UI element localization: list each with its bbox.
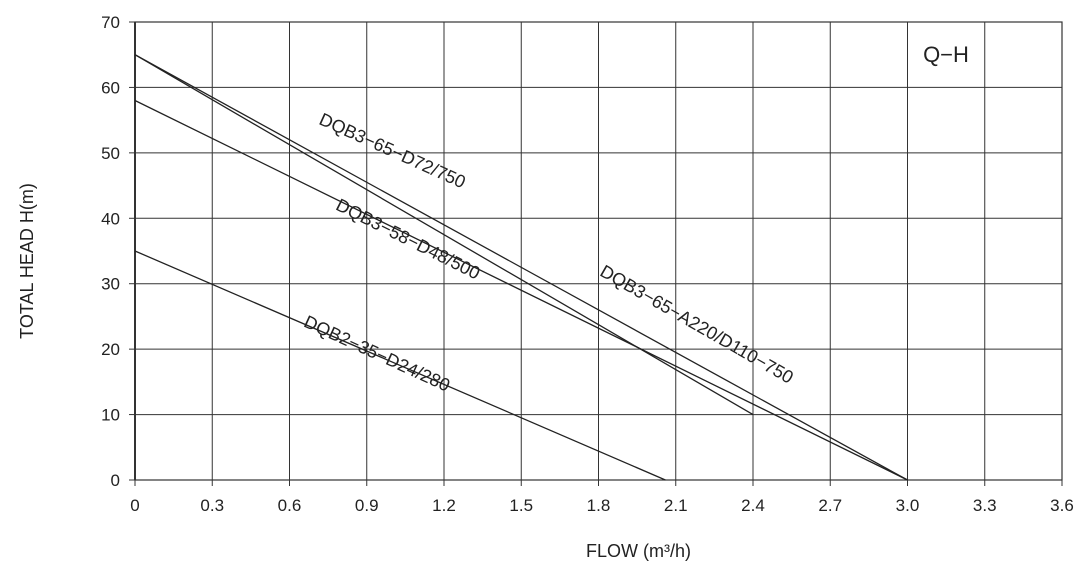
x-tick-label: 2.1 [664,496,688,515]
y-tick-label: 70 [101,13,120,32]
x-tick-label: 1.5 [509,496,533,515]
x-tick-label: 0 [130,496,139,515]
series-line-2 [134,99,908,481]
x-tick-label: 3.6 [1050,496,1074,515]
q-h-annotation: Q−H [923,42,969,67]
x-tick-label: 3.3 [973,496,997,515]
x-tick-label: 1.2 [432,496,456,515]
x-tick-label: 2.7 [818,496,842,515]
x-tick-label: 0.9 [355,496,379,515]
x-tick-label: 0.6 [278,496,302,515]
x-tick-label: 2.4 [741,496,765,515]
y-tick-label: 40 [101,209,120,228]
x-tick-label: 0.3 [200,496,224,515]
series-line-3 [134,54,908,481]
series-label-2: DQB3−58−D48/500 [333,195,483,284]
y-tick-label: 0 [111,471,120,490]
series-label-3: DQB3−65−A220/D110−750 [597,261,797,388]
y-tick-label: 60 [101,78,120,97]
series-label-4: DQB2−35−D24/280 [301,311,453,395]
y-tick-label: 10 [101,406,120,425]
series-label-1: DQB3−65−D72/750 [316,109,468,192]
series-line-1 [134,54,754,416]
y-tick-label: 20 [101,340,120,359]
y-axis-label: TOTAL HEAD H(m) [17,183,37,339]
y-tick-label: 50 [101,144,120,163]
x-tick-label: 3.0 [896,496,920,515]
x-axis-label: FLOW (m³/h) [586,541,691,561]
y-tick-label: 30 [101,275,120,294]
series-line-4 [134,250,666,481]
x-tick-label: 1.8 [587,496,611,515]
